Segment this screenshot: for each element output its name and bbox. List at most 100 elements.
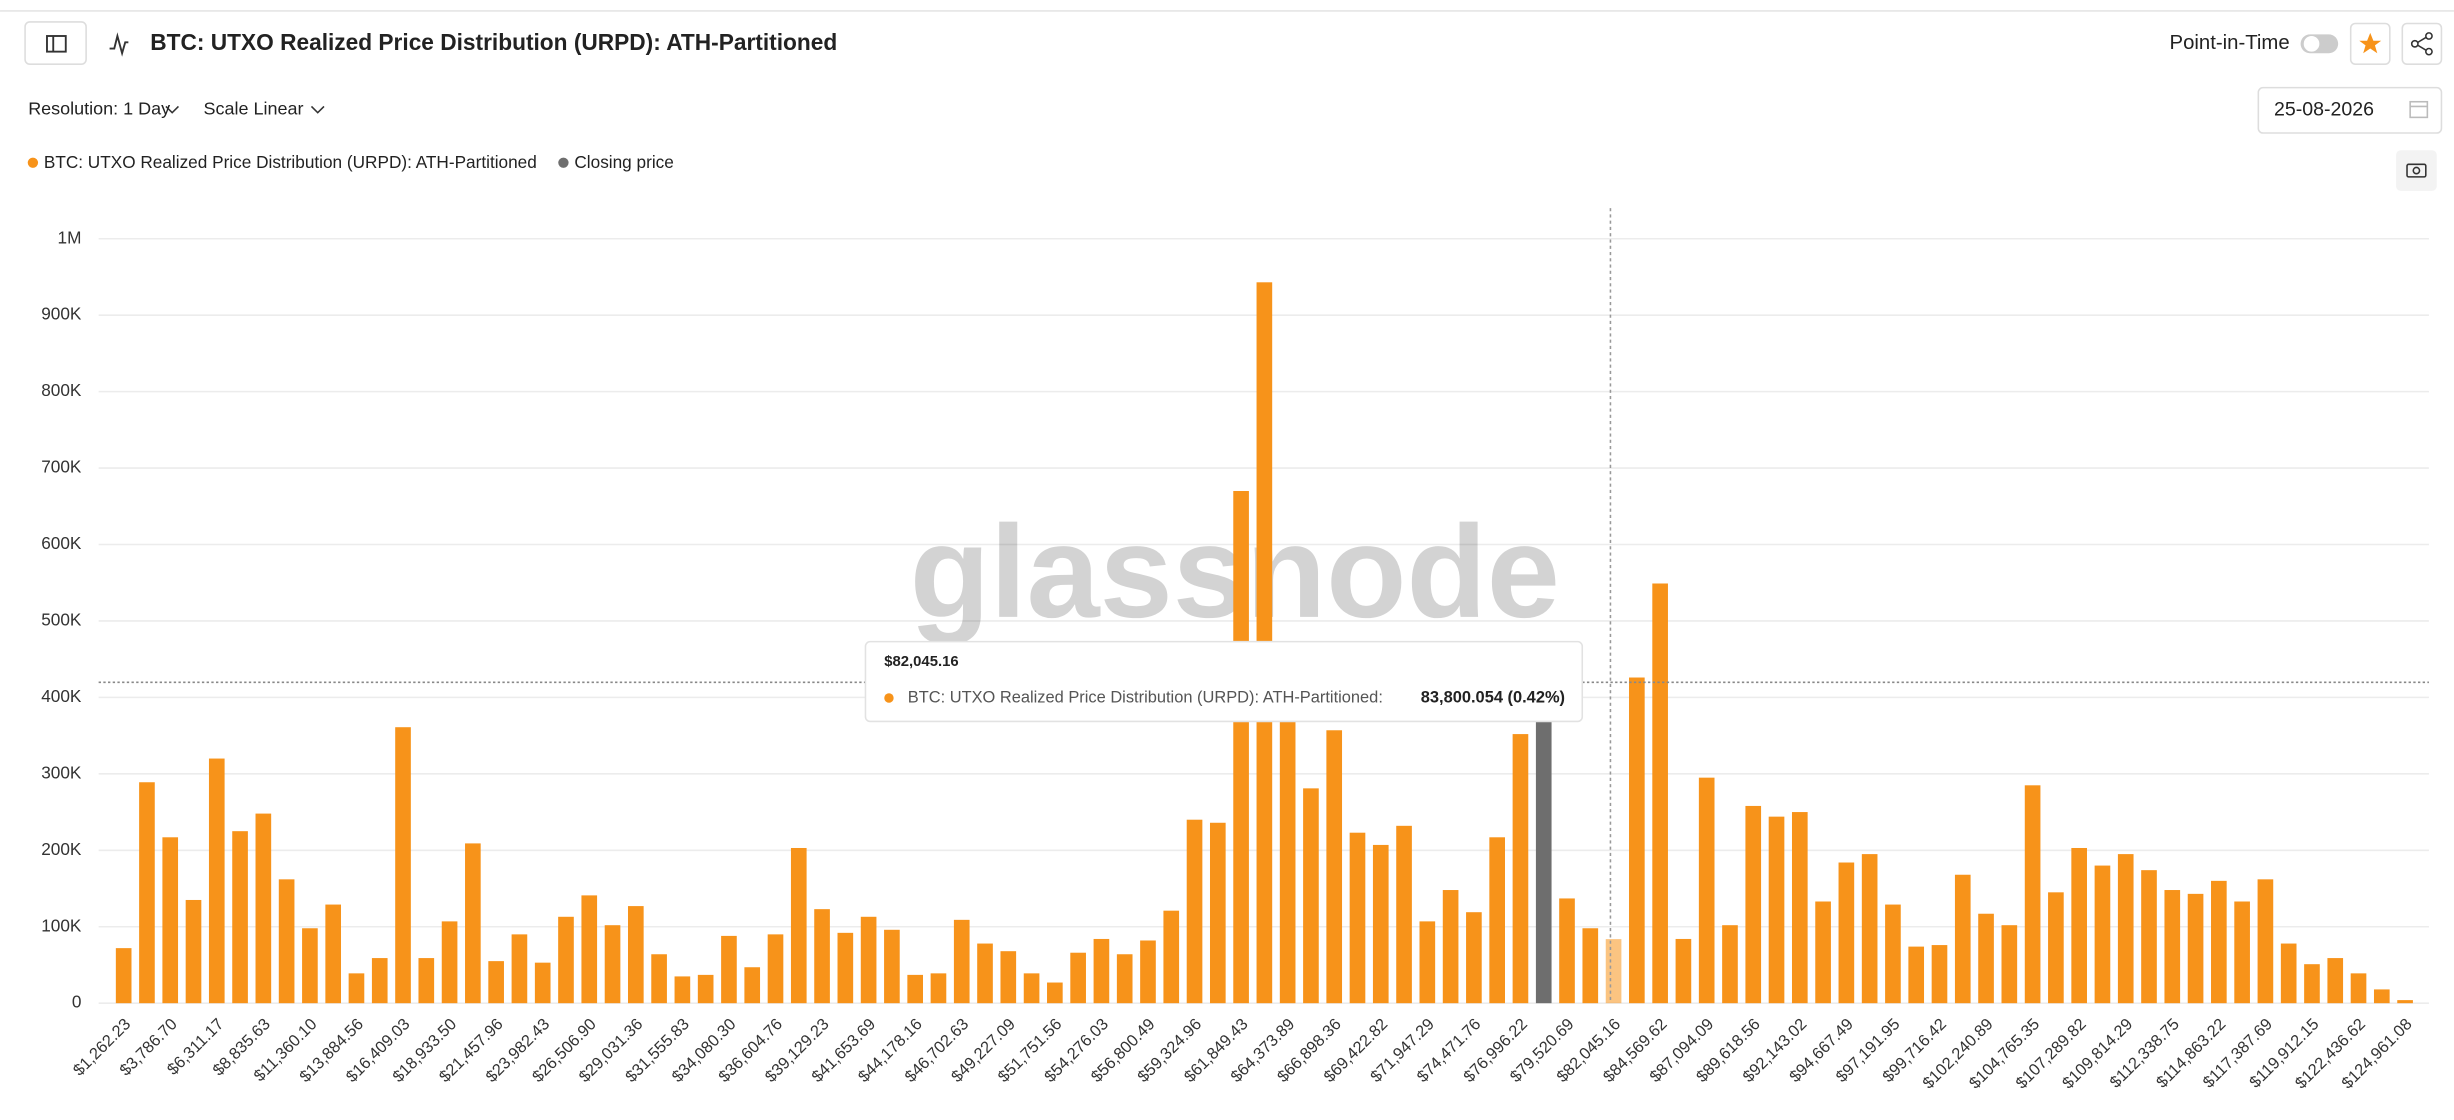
bar [1023,973,1040,1004]
y-tick-label: 600K [41,533,82,553]
point-in-time-toggle[interactable] [2300,34,2339,54]
favorite-button[interactable] [2349,22,2391,65]
bar [1349,832,1366,1004]
bar [744,967,761,1004]
bar [371,958,388,1004]
bar [1233,490,1249,1004]
bar [302,928,318,1004]
bar [465,843,481,1004]
bar [627,906,644,1004]
resolution-label: Resolution: 1 Day [28,98,170,118]
bar [1605,939,1622,1004]
bar [2094,865,2111,1004]
tooltip-value: 83,800.054 (0.42%) [1421,688,1565,706]
legend-label: BTC: UTXO Realized Price Distribution (U… [44,152,537,172]
bar [1093,938,1110,1004]
bar [953,919,970,1004]
bar [1442,890,1459,1004]
y-tick-label: 100K [41,915,82,935]
date-input[interactable]: 25-08-2026 [2257,86,2443,134]
bar [767,934,784,1004]
bar [255,813,272,1004]
bar [1140,940,1156,1004]
plot-area: BTC: UTXO Realized Price Distribution (U… [27,152,2429,1092]
bar [325,904,342,1004]
bar [1768,816,1785,1004]
bar [348,973,365,1004]
bar [1629,677,1645,1004]
bar [1419,921,1436,1004]
bar [2164,890,2181,1004]
bar [208,758,225,1004]
bar [674,976,691,1004]
bar [1815,901,1831,1004]
bar [2257,879,2274,1004]
scale-dropdown[interactable]: Scale Linear [203,98,325,118]
bar [2071,847,2087,1004]
bar [395,727,411,1004]
resolution-dropdown[interactable]: Resolution: 1 Day [28,98,179,118]
bar [1885,904,1901,1004]
bar [1535,682,1552,1004]
y-tick-label: 0 [72,992,82,1012]
bar [1559,898,1575,1004]
tooltip-title: $82,045.16 [884,654,958,670]
chart-icon [109,32,129,57]
bar [1838,862,1855,1004]
bar [1791,812,1808,1004]
bar [1303,788,1319,1004]
bar [930,973,947,1004]
bar [1512,734,1529,1004]
y-tick-label: 200K [41,839,82,859]
bar [721,935,737,1004]
screenshot-button[interactable] [2396,150,2437,191]
bar [1186,819,1203,1004]
bar [837,932,854,1004]
bar [1489,837,1505,1004]
bar [977,943,993,1004]
bar [1070,952,1086,1004]
bar [1745,805,1762,1004]
bar [1396,825,1412,1004]
bar [2001,925,2018,1004]
bar [884,929,900,1004]
bar [814,909,830,1004]
bar [2373,989,2390,1004]
bar [115,948,132,1004]
bar [2234,901,2250,1004]
bar [907,974,924,1004]
bar [2280,943,2297,1004]
bar [1698,777,1715,1004]
y-tick-label: 300K [41,762,82,782]
bar [2187,893,2204,1004]
bar [1372,844,1389,1004]
bar [790,847,807,1004]
bar [1047,982,1063,1004]
bar [534,962,551,1004]
bar [1722,925,1738,1004]
y-tick-label: 700K [41,457,82,477]
bar [139,782,155,1004]
bar [604,925,621,1004]
share-button[interactable] [2401,22,2443,65]
legend-label: Closing price [574,152,673,172]
scale-label: Scale Linear [203,98,303,118]
bar [1582,928,1599,1004]
bar [1116,954,1133,1004]
bar [1861,854,1878,1004]
bar [1279,682,1296,1004]
bar [697,974,714,1004]
bar [1209,822,1226,1004]
y-tick-label: 500K [41,609,82,629]
bar [488,961,504,1004]
y-tick-label: 900K [41,304,82,324]
tooltip-box [864,640,1584,723]
bar [1326,730,1343,1004]
tooltip-swatch [884,693,894,703]
bar [162,837,179,1004]
bar [2024,785,2041,1004]
sidebar-toggle[interactable] [24,21,87,65]
bar [2117,854,2134,1004]
